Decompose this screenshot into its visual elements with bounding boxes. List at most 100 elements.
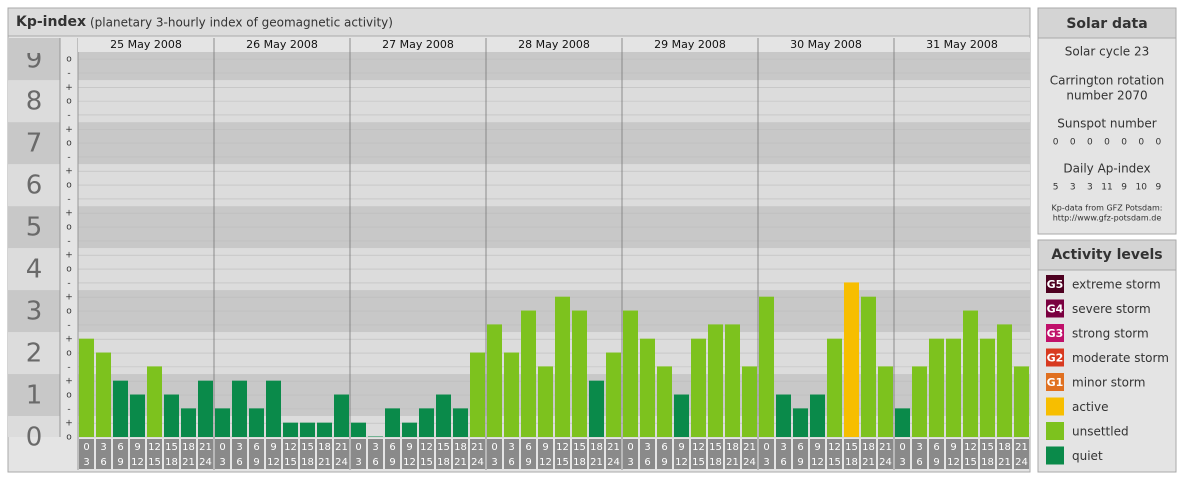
x-tick-label: 21 [998,457,1011,468]
y-tick-label: 6 [26,171,43,201]
interval-cell [555,439,570,469]
x-tick-label: 21 [318,457,331,468]
day-label: 27 May 2008 [382,38,454,51]
kp-label-cell [8,332,60,375]
x-tick-label: 9 [814,442,820,453]
x-tick-label: 15 [692,457,705,468]
x-tick-label: 9 [406,442,412,453]
interval-cell [725,439,740,469]
kp-label-cell [8,80,60,123]
x-tick-label: 18 [437,457,450,468]
x-tick-label: 3 [100,442,106,453]
solar-value: 3 [1087,183,1093,193]
bar [623,310,638,437]
interval-cell [79,439,94,469]
x-tick-label: 3 [236,442,242,453]
x-tick-label: 12 [539,457,552,468]
x-tick-label: 15 [420,457,433,468]
interval-cell [657,439,672,469]
x-tick-label: 3 [627,457,633,468]
solar-value: 3 [1070,183,1076,193]
bar [419,408,434,437]
x-tick-label: 3 [219,457,225,468]
kp-band [78,52,1030,81]
bar [555,296,570,437]
level-name: minor storm [1072,376,1145,390]
kp-label-cell [8,164,60,207]
solar-panel [1037,7,1177,235]
interval-cell [895,439,910,469]
kp-label-cell [8,416,60,437]
x-tick-label: 3 [508,442,514,453]
bar [606,352,621,437]
interval-cell [844,439,859,469]
x-tick-label: 21 [471,442,484,453]
x-tick-label: 3 [763,457,769,468]
x-tick-label: 18 [182,442,195,453]
bar [844,282,859,437]
x-tick-label: 6 [933,442,939,453]
bar [300,422,315,437]
minor-tick-label: - [67,320,70,330]
solar-value: 0 [1121,138,1127,148]
interval-cell [878,439,893,469]
interval-cell [929,439,944,469]
x-tick-label: 9 [661,457,667,468]
level-code: G4 [1047,303,1064,316]
bar [436,394,451,437]
interval-cell [300,439,315,469]
y-tick-label: 7 [26,129,43,159]
interval-cell [470,439,485,469]
interval-cell [487,439,502,469]
minor-tick-label: + [65,419,73,429]
bar [147,366,162,437]
x-tick-label: 15 [437,442,450,453]
bar [895,408,910,437]
interval-cell [181,439,196,469]
level-swatch [1046,299,1064,318]
x-tick-label: 3 [83,457,89,468]
interval-cell [827,439,842,469]
day-label: 25 May 2008 [110,38,182,51]
y-tick-label: 2 [26,339,43,369]
interval-cell [130,439,145,469]
x-tick-label: 3 [372,442,378,453]
minor-tick-label: o [66,391,72,401]
minor-tick-label: o [66,265,72,275]
bar [657,366,672,437]
x-tick-label: 15 [284,457,297,468]
interval-cell [402,439,417,469]
x-tick-label: 21 [454,457,467,468]
solar-value: 0 [1070,138,1076,148]
x-tick-label: 9 [389,457,395,468]
solar-value: 9 [1156,183,1162,193]
interval-cell [385,439,400,469]
title-bar [7,7,1031,37]
solar-value: 11 [1101,183,1112,193]
bar [742,366,757,437]
source: Kp-data from GFZ Potsdam: [1052,204,1163,213]
minor-tick-label: - [67,236,70,246]
x-tick-label: 21 [879,442,892,453]
x-tick-label: 21 [590,457,603,468]
level-name: moderate storm [1072,351,1169,365]
chart-subtitle: (planetary 3-hourly index of geomagnetic… [90,16,393,30]
solar-header [1037,7,1177,39]
solar-value: 9 [1121,183,1127,193]
solar-value: 10 [1136,183,1148,193]
level-name: strong storm [1072,327,1149,341]
interval-cell [708,439,723,469]
bar [130,394,145,437]
interval-cell [589,439,604,469]
x-tick-label: 24 [607,457,620,468]
x-tick-label: 3 [916,442,922,453]
bar [317,422,332,437]
levels-title: Activity levels [1051,247,1162,263]
x-tick-label: 12 [267,457,280,468]
x-tick-label: 12 [403,457,416,468]
solar-value: 0 [1156,138,1162,148]
x-tick-label: 12 [947,457,960,468]
x-tick-label: 12 [675,457,688,468]
x-tick-label: 21 [199,442,212,453]
